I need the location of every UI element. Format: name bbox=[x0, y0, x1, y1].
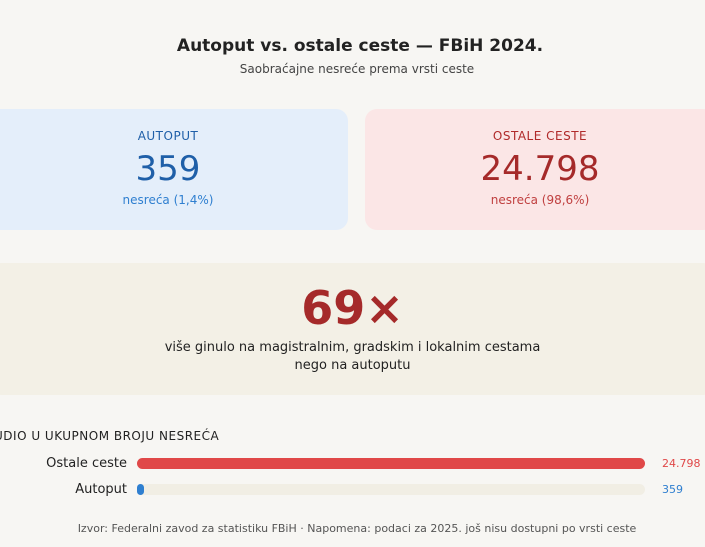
bar-value: 24.798 bbox=[662, 457, 701, 470]
title: Autoput vs. ostale ceste — FBiH 2024. bbox=[176, 36, 544, 56]
card-ostale: OSTALE CESTE 24.798 nesreća (98,6%) bbox=[365, 109, 705, 230]
card-value: 359 bbox=[135, 149, 201, 189]
highlight-value: 69× bbox=[301, 281, 404, 335]
highlight-text: više ginulo na magistralnim, gradskim i … bbox=[164, 340, 541, 373]
card-autoput: AUTOPUT 359 nesreća (1,4%) bbox=[0, 109, 348, 230]
card-value: 24.798 bbox=[480, 149, 600, 189]
card-label: OSTALE CESTE bbox=[492, 129, 588, 143]
bar-value: 359 bbox=[662, 483, 683, 496]
bar-label: Autoput bbox=[75, 482, 127, 497]
bars-title: UDIO U UKUPNOM BROJU NESREĆA bbox=[0, 429, 220, 443]
bar-row: Autoput 359 bbox=[0, 480, 705, 500]
bar-track bbox=[137, 484, 645, 495]
card-note: nesreća (98,6%) bbox=[490, 193, 590, 207]
bar-label: Ostale ceste bbox=[46, 456, 127, 471]
subtitle: Saobraćajne nesreće prema vrsti ceste bbox=[239, 62, 475, 76]
card-label: AUTOPUT bbox=[137, 129, 199, 143]
highlight: 69× više ginulo na magistralnim, gradski… bbox=[0, 263, 705, 395]
footer: Izvor: Federalni zavod za statistiku FBi… bbox=[77, 522, 637, 535]
bar bbox=[137, 484, 145, 495]
bar-row: Ostale ceste 24.798 bbox=[0, 454, 705, 474]
card-note: nesreća (1,4%) bbox=[122, 193, 214, 207]
bar bbox=[137, 458, 645, 469]
